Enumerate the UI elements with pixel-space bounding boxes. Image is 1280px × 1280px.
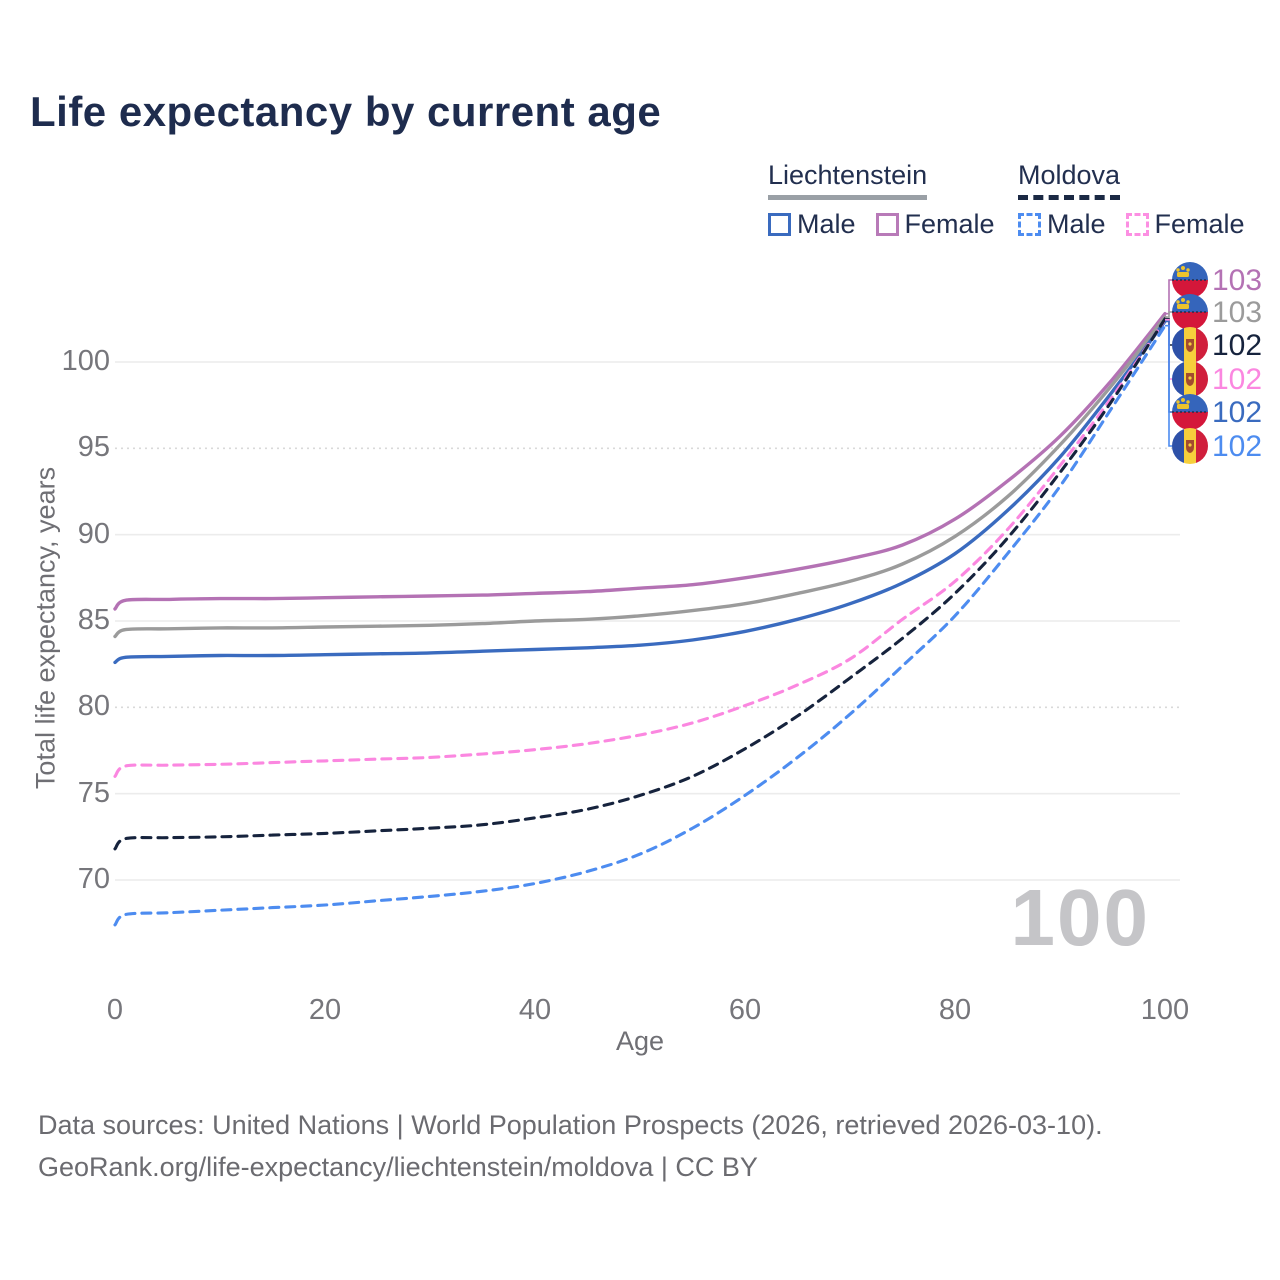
- liechtenstein-female-swatch-icon: [875, 213, 899, 236]
- end-connector-liechtenstein-female: [1165, 279, 1172, 315]
- end-connector-liechtenstein-both-sexes: [1165, 311, 1172, 318]
- end-connector-moldova-male: [1165, 324, 1172, 447]
- y-tick-label-100: 100: [61, 345, 110, 377]
- legend-label-moldova-male: Male: [1047, 209, 1106, 239]
- legend-label-moldova-female: Female: [1154, 209, 1245, 239]
- series-line-liechtenstein-both-sexes[interactable]: [113, 315, 1167, 639]
- series-line-liechtenstein-female[interactable]: [113, 312, 1167, 611]
- y-tick-label-80: 80: [77, 690, 110, 723]
- footer: Data sources: United Nations | World Pop…: [38, 1104, 1103, 1188]
- legend-group-liechtenstein: Liechtenstein Male Female: [768, 160, 1015, 240]
- page-title: Life expectancy by current age: [30, 88, 662, 135]
- legend-items-moldova: Male Female: [1018, 209, 1265, 240]
- legend-items-liechtenstein: Male Female: [768, 209, 1015, 240]
- flag-icon-liechtenstein[interactable]: [1172, 262, 1208, 298]
- x-tick-label-60: 60: [728, 994, 762, 1026]
- legend-item-moldova-female[interactable]: Female: [1125, 209, 1245, 240]
- end-value-label-moldova-male: 102: [1212, 430, 1262, 463]
- y-tick-label-95: 95: [77, 431, 110, 464]
- series-line-moldova-both-sexes[interactable]: [113, 317, 1167, 851]
- end-value-label-liechtenstein-female: 103: [1212, 264, 1262, 297]
- x-tick-label-20: 20: [308, 994, 342, 1026]
- end-value-label-moldova-both-sexes: 102: [1212, 329, 1262, 362]
- series-line-moldova-female[interactable]: [113, 318, 1167, 778]
- flag-icon-moldova[interactable]: [1172, 428, 1208, 464]
- x-tick-label-100: 100: [1140, 994, 1190, 1026]
- liechtenstein-male-swatch-icon: [768, 213, 791, 236]
- legend-label-liechtenstein-male: Male: [797, 209, 856, 239]
- age-counter-watermark: 100: [1010, 873, 1150, 962]
- y-tick-label-85: 85: [77, 604, 110, 636]
- series-line-liechtenstein-male[interactable]: [113, 319, 1167, 665]
- y-tick-label-75: 75: [77, 776, 110, 809]
- y-tick-label-90: 90: [77, 517, 110, 550]
- legend-country-moldova[interactable]: Moldova: [1018, 160, 1121, 200]
- footer-attribution-line: GeoRank.org/life-expectancy/liechtenstei…: [38, 1152, 758, 1182]
- legend-item-liechtenstein-male[interactable]: Male: [768, 209, 856, 240]
- legend-item-liechtenstein-female[interactable]: Female: [875, 209, 995, 240]
- series-line-moldova-male[interactable]: [113, 324, 1167, 927]
- flag-icon-moldova[interactable]: [1172, 361, 1208, 397]
- footer-sources-line: Data sources: United Nations | World Pop…: [38, 1110, 1103, 1140]
- x-axis-title: Age: [615, 1026, 665, 1056]
- legend-label-liechtenstein-female: Female: [904, 209, 995, 239]
- x-tick-label-0: 0: [106, 994, 124, 1026]
- legend-group-moldova: Moldova Male Female: [1018, 160, 1265, 240]
- x-tick-label-80: 80: [938, 994, 972, 1026]
- flag-icon-liechtenstein[interactable]: [1172, 294, 1208, 330]
- y-tick-label-70: 70: [77, 863, 110, 895]
- end-value-label-moldova-female: 102: [1212, 363, 1262, 396]
- end-value-label-liechtenstein-both-sexes: 103: [1212, 296, 1262, 329]
- moldova-male-swatch-icon: [1018, 213, 1041, 236]
- legend-item-moldova-male[interactable]: Male: [1018, 209, 1106, 240]
- moldova-female-swatch-icon: [1125, 213, 1149, 236]
- flag-icon-liechtenstein[interactable]: [1172, 394, 1208, 430]
- legend-country-liechtenstein[interactable]: Liechtenstein: [768, 160, 928, 200]
- x-tick-label-40: 40: [518, 994, 552, 1026]
- flag-icon-moldova[interactable]: [1172, 327, 1208, 363]
- end-value-label-liechtenstein-male: 102: [1212, 396, 1262, 429]
